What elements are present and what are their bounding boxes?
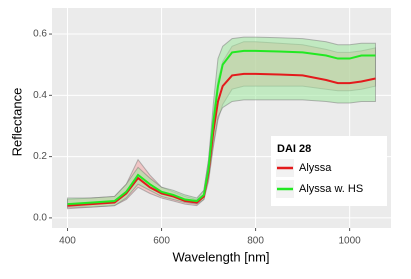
y-tick-label: 0.2 bbox=[33, 151, 47, 162]
legend-title: DAI 28 bbox=[277, 143, 311, 155]
legend-label: Alyssa w. HS bbox=[299, 183, 363, 195]
legend-label: Alyssa bbox=[299, 162, 332, 174]
y-tick-label: 0.0 bbox=[33, 213, 47, 224]
x-tick-label: 600 bbox=[153, 236, 170, 247]
legend: DAI 28 Alyssa Alyssa w. HS bbox=[271, 136, 387, 206]
x-tick-label: 400 bbox=[59, 236, 76, 247]
ribbon bbox=[67, 36, 376, 208]
y-tick-label: 0.4 bbox=[33, 90, 47, 101]
y-axis-label: Reflectance bbox=[9, 88, 24, 157]
x-tick-label: 800 bbox=[247, 236, 264, 247]
x-axis-label: Wavelength [nm] bbox=[172, 249, 269, 264]
line bbox=[67, 49, 376, 206]
x-tick-label: 1000 bbox=[338, 236, 361, 247]
y-tick-label: 0.6 bbox=[33, 29, 47, 40]
